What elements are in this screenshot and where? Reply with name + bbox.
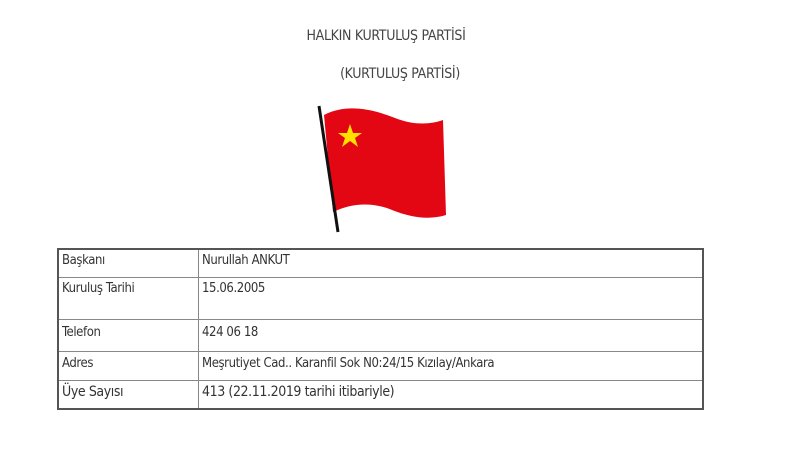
flag-icon [317, 105, 446, 233]
flag-pole [317, 105, 340, 233]
flag-cloth [324, 108, 446, 218]
table-row: Üye Sayısı 413 (22.11.2019 tarihi itibari… [57, 380, 704, 410]
table-row: Başkanı Nurullah ANKUT [57, 248, 704, 278]
party-short-name: (KURTULUŞ PARTİSİ) [340, 66, 460, 82]
row-label: Başkanı [57, 248, 199, 278]
star-icon [338, 124, 362, 147]
row-value: 15.06.2005 [198, 277, 704, 320]
table-row: Adres Meşrutiyet Cad.. Karanfil Sok N0:24… [57, 351, 704, 381]
party-info-table: Başkanı Nurullah ANKUT Kuruluş Tarihi 15.0… [57, 248, 704, 410]
row-value: Meşrutiyet Cad.. Karanfil Sok N0:24/15 K… [198, 351, 704, 381]
row-label: Telefon [57, 319, 199, 352]
row-value: 413 (22.11.2019 tarihi itibariyle) [198, 380, 704, 410]
row-label: Üye Sayısı [57, 380, 199, 410]
row-value: Nurullah ANKUT [198, 248, 704, 278]
party-title: HALKIN KURTULUŞ PARTİSİ [306, 28, 466, 44]
row-label: Adres [57, 351, 199, 381]
row-value: 424 06 18 [198, 319, 704, 352]
row-label: Kuruluş Tarihi [57, 277, 199, 320]
table-row: Kuruluş Tarihi 15.06.2005 [57, 277, 704, 320]
table-row: Telefon 424 06 18 [57, 319, 704, 352]
